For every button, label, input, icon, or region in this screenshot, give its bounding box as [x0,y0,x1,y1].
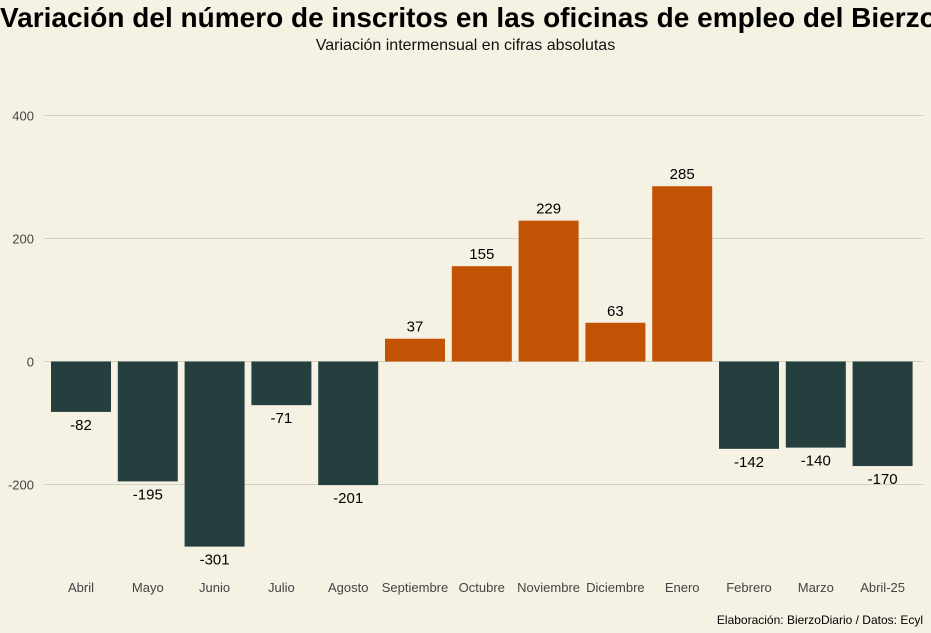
bar [251,361,312,406]
data-label: -82 [70,417,92,434]
y-tick-label: -200 [8,478,34,493]
y-tick-label: 200 [12,232,34,247]
x-tick-label: Diciembre [586,580,645,595]
bar [51,361,111,412]
x-tick-label: Agosto [328,580,368,595]
x-tick-label: Noviembre [517,580,580,595]
data-label: 285 [670,166,695,183]
chart-title: Variación del número de inscritos en las… [0,2,931,33]
chart-subtitle: Variación intermensual en cifras absolut… [315,37,616,54]
data-label: -195 [133,486,163,503]
data-label: -201 [333,490,363,507]
bar [518,220,579,362]
bar [852,361,913,467]
x-tick-label: Marzo [798,580,834,595]
x-tick-label: Abril [68,580,94,595]
data-label: 63 [607,303,624,320]
bar [585,322,646,362]
x-tick-label: Febrero [726,580,772,595]
x-tick-label: Mayo [132,580,164,595]
x-tick-label: Enero [665,580,700,595]
x-tick-label: Junio [199,580,230,595]
bar [719,361,779,449]
bar [385,338,445,362]
data-label: 37 [407,319,424,336]
bar [652,186,713,362]
data-label: 155 [469,246,494,263]
labels: -200 0 200 400 -82 Abril -195 Mayo -301 Junio -71 J… [8,109,905,596]
data-label: -140 [801,453,831,470]
data-label: -170 [868,471,898,488]
y-tick-label: 0 [27,355,34,370]
bar [117,361,178,482]
bar [451,266,512,362]
bar [318,361,379,486]
bars [51,186,913,547]
data-label: -301 [200,552,230,569]
data-label: 229 [536,201,561,218]
x-tick-label: Septiembre [382,580,448,595]
bar [184,361,245,547]
data-label: -142 [734,454,764,471]
x-tick-label: Abril-25 [860,580,905,595]
x-tick-label: Octubre [459,580,505,595]
data-label: -71 [271,410,293,427]
bar [785,361,846,448]
x-tick-label: Julio [268,580,295,595]
chart-caption: Elaboración: BierzoDiario / Datos: Ecyl [716,613,923,627]
y-tick-label: 400 [12,109,34,124]
